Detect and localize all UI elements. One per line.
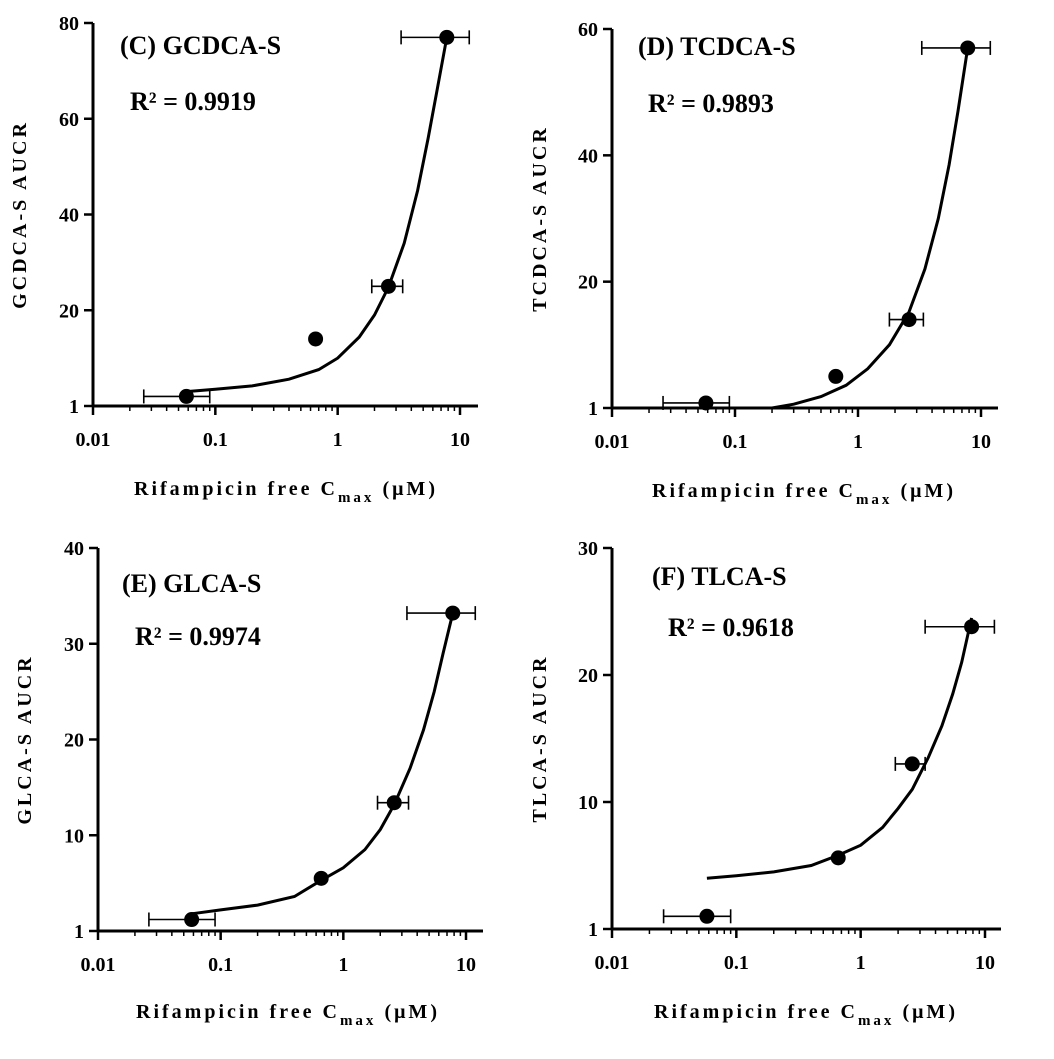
y-tick-label: 30 xyxy=(578,538,598,560)
fit-curve xyxy=(706,617,974,880)
data-point xyxy=(178,388,194,404)
chart-panel-4: 0.01 0.1 1 10 1 10 20 30 (F) TLCA-S R² = 0.9618 Ri… xyxy=(529,538,1001,1029)
y-axis-label: TLCA-S AUCR xyxy=(529,654,551,822)
y-tick-label: 60 xyxy=(59,109,79,131)
x-tick-label: 0.01 xyxy=(595,952,630,974)
chart-panel-2: 0.01 0.1 1 10 1 20 40 60 (D) TCDCA-S R² = 0.9893 R… xyxy=(529,19,998,508)
x-axis-label: Rifampicin free Cmax (μM) xyxy=(134,478,438,506)
y-tick-label: 80 xyxy=(59,13,79,35)
y-tick-label: 40 xyxy=(59,205,79,227)
y-axis-label: GCDCA-S AUCR xyxy=(9,120,31,309)
y-tick-label: 40 xyxy=(578,145,598,167)
r2-annotation: R² = 0.9618 xyxy=(668,613,794,642)
x-tick-label: 0.01 xyxy=(76,429,111,451)
y-tick-label: 10 xyxy=(64,825,84,847)
panel-title: (D) TCDCA-S xyxy=(638,32,796,61)
data-point xyxy=(699,908,715,924)
y-axis-label: TCDCA-S AUCR xyxy=(529,125,551,312)
chart-panel-3: 0.01 0.1 1 10 1 10 20 30 40 (E) GLCA-S R² = 0.9974… xyxy=(14,538,483,1029)
x-tick-label: 0.1 xyxy=(723,431,748,453)
r2-annotation: R² = 0.9919 xyxy=(130,87,256,116)
chart-panel-1: 0.01 0.1 1 10 1 20 40 60 80 (C) GCDCA-S R² = 0.991… xyxy=(9,13,478,506)
x-tick-label: 0.1 xyxy=(203,429,228,451)
x-tick-label: 1 xyxy=(338,954,348,976)
y-tick-label: 20 xyxy=(59,300,79,322)
panel-title: (F) TLCA-S xyxy=(652,562,787,591)
data-point xyxy=(380,278,396,294)
y-tick-label: 60 xyxy=(578,19,598,41)
x-tick-label: 0.1 xyxy=(208,954,233,976)
fit-curve xyxy=(191,612,455,916)
data-point xyxy=(439,29,455,45)
y-tick-label: 40 xyxy=(64,538,84,560)
y-tick-label: 10 xyxy=(578,792,598,814)
r2-annotation: R² = 0.9893 xyxy=(648,89,774,118)
x-tick-label: 10 xyxy=(456,954,476,976)
x-tick-label: 10 xyxy=(971,431,991,453)
x-tick-label: 1 xyxy=(856,952,866,974)
data-point xyxy=(313,870,329,886)
fit-curve xyxy=(186,37,449,394)
x-tick-label: 1 xyxy=(333,429,343,451)
x-tick-label: 10 xyxy=(975,952,995,974)
y-tick-label: 1 xyxy=(588,919,598,941)
data-point xyxy=(184,912,200,928)
y-tick-label: 1 xyxy=(588,398,598,420)
x-tick-label: 0.1 xyxy=(724,952,749,974)
fit-curve xyxy=(771,47,970,410)
data-point xyxy=(904,756,920,772)
x-axis-label: Rifampicin free Cmax (μM) xyxy=(652,480,956,508)
y-axis-label: GLCA-S AUCR xyxy=(14,654,36,824)
data-point xyxy=(445,605,461,621)
data-point xyxy=(386,795,402,811)
data-point xyxy=(964,619,980,635)
y-tick-label: 30 xyxy=(64,634,84,656)
data-point xyxy=(308,331,324,347)
x-axis-label: Rifampicin free Cmax (μM) xyxy=(136,1001,440,1029)
x-tick-label: 0.01 xyxy=(81,954,116,976)
y-tick-label: 1 xyxy=(69,396,79,418)
data-point xyxy=(828,368,844,384)
y-tick-label: 1 xyxy=(74,921,84,943)
r2-annotation: R² = 0.9974 xyxy=(135,622,261,651)
x-tick-label: 0.01 xyxy=(595,431,630,453)
data-point xyxy=(830,850,846,866)
x-tick-label: 10 xyxy=(450,429,470,451)
x-tick-label: 1 xyxy=(853,431,863,453)
data-point xyxy=(960,40,976,56)
data-point xyxy=(901,312,917,328)
panel-title: (C) GCDCA-S xyxy=(120,31,281,60)
y-tick-label: 20 xyxy=(578,272,598,294)
panel-title: (E) GLCA-S xyxy=(122,569,261,598)
x-axis-label: Rifampicin free Cmax (μM) xyxy=(654,1001,958,1029)
y-tick-label: 20 xyxy=(578,665,598,687)
y-tick-label: 20 xyxy=(64,730,84,752)
data-point xyxy=(698,395,714,411)
